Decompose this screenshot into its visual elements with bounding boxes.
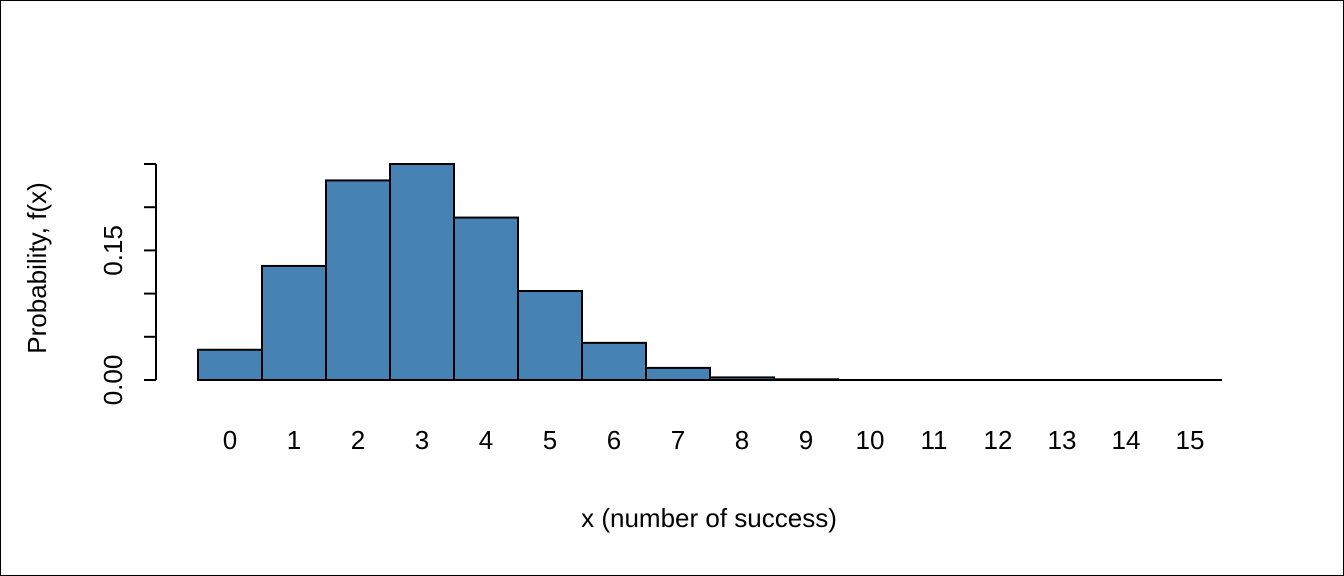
x-tick-label-14: 14 xyxy=(1112,425,1141,455)
y-tick-label: 0.15 xyxy=(98,225,128,276)
bar-1 xyxy=(261,264,327,381)
bar-4 xyxy=(453,216,519,381)
x-tick-labels: 0 1 2 3 4 5 6 7 8 9 10 11 12 13 14 15 xyxy=(223,425,1205,455)
y-axis-label: Probability, f(x) xyxy=(22,182,52,353)
x-tick-label-5: 5 xyxy=(543,425,557,455)
bar-3 xyxy=(389,163,455,381)
x-axis-label: x (number of success) xyxy=(581,503,837,533)
x-tick-label-7: 7 xyxy=(671,425,685,455)
x-tick-label-15: 15 xyxy=(1176,425,1205,455)
x-tick-label-0: 0 xyxy=(223,425,237,455)
bar-0 xyxy=(197,348,263,382)
bar-7 xyxy=(645,366,711,381)
bars-group xyxy=(197,163,839,382)
x-tick-label-4: 4 xyxy=(479,425,493,455)
x-tick-label-13: 13 xyxy=(1048,425,1077,455)
x-tick-label-1: 1 xyxy=(287,425,301,455)
y-axis: 0.00 0.15 xyxy=(98,163,157,406)
x-tick-label-3: 3 xyxy=(415,425,429,455)
y-tick-label: 0.00 xyxy=(98,355,128,406)
bar-5 xyxy=(517,290,583,381)
x-tick-label-12: 12 xyxy=(984,425,1013,455)
bar-2 xyxy=(325,179,391,381)
x-tick-label-10: 10 xyxy=(856,425,885,455)
x-tick-label-2: 2 xyxy=(351,425,365,455)
x-tick-label-11: 11 xyxy=(921,425,948,455)
x-tick-label-9: 9 xyxy=(799,425,813,455)
bar-6 xyxy=(581,341,647,381)
x-tick-label-6: 6 xyxy=(607,425,621,455)
x-tick-label-8: 8 xyxy=(735,425,749,455)
